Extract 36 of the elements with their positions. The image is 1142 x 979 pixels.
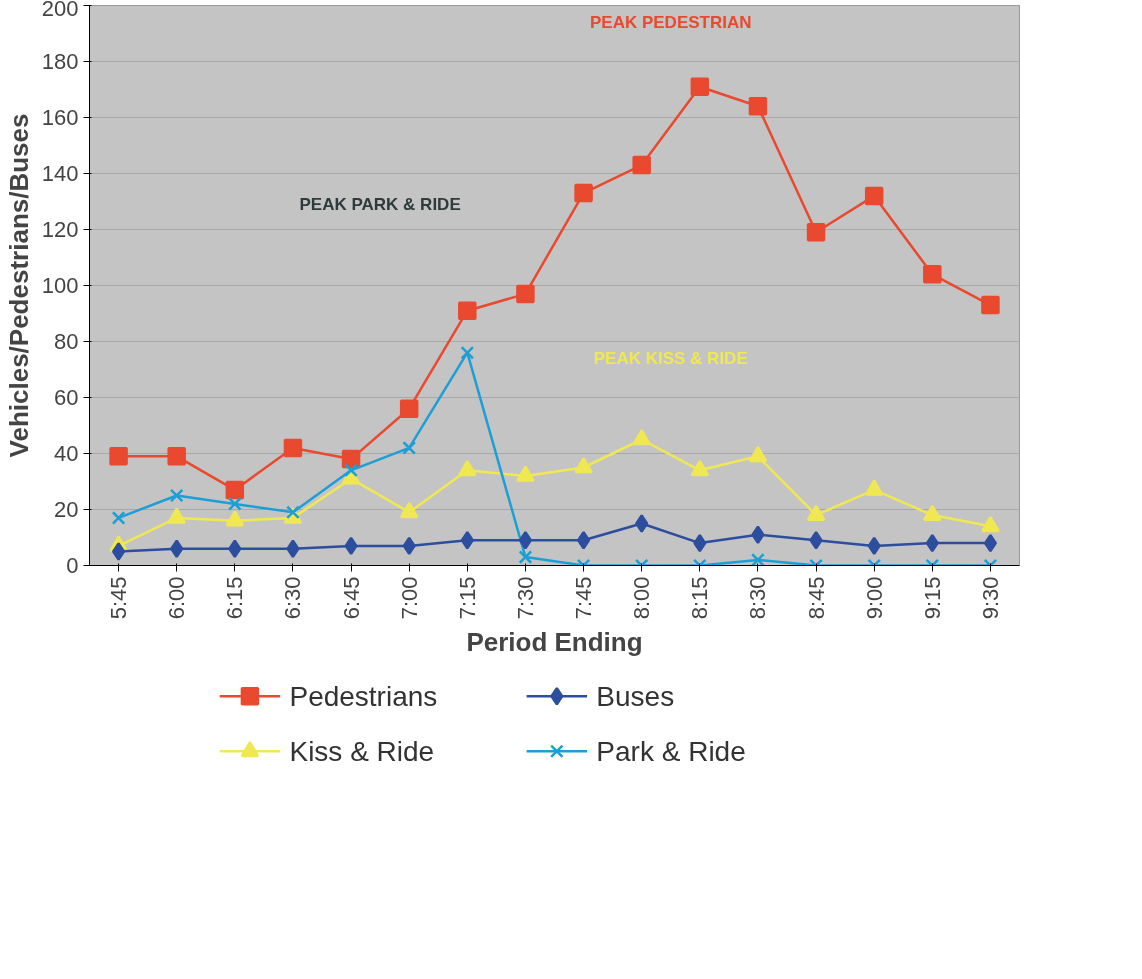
x-tick-label: 9:00 — [861, 576, 887, 620]
legend-label: Buses — [596, 680, 675, 712]
x-tick-label: 9:30 — [977, 576, 1003, 620]
y-tick-label: 200 — [41, 0, 79, 21]
y-tick-label: 60 — [54, 385, 79, 410]
y-tick-label: 100 — [41, 273, 79, 298]
x-tick-label: 6:15 — [222, 576, 248, 620]
annotation: PEAK PARK & RIDE — [299, 194, 461, 214]
x-tick-label: 6:30 — [280, 576, 306, 620]
y-tick-label: 180 — [41, 49, 79, 74]
x-tick-label: 7:15 — [454, 576, 480, 620]
x-tick-label: 9:15 — [919, 576, 945, 620]
x-tick-label: 7:45 — [571, 576, 597, 620]
annotation: PEAK KISS & RIDE — [593, 348, 748, 368]
x-tick-label: 8:00 — [629, 576, 655, 620]
x-axis-title: Period Ending — [466, 627, 643, 658]
annotation: PEAK PEDESTRIAN — [589, 12, 752, 32]
legend-label: Kiss & Ride — [289, 735, 435, 767]
x-tick-label: 8:30 — [745, 576, 771, 620]
legend-label: Park & Ride — [596, 735, 746, 767]
y-tick-label: 120 — [41, 217, 79, 242]
y-tick-label: 140 — [41, 161, 79, 186]
y-axis-title: Vehicles/Pedestrians/Buses — [3, 113, 34, 458]
y-tick-label: 160 — [41, 105, 79, 130]
y-tick-label: 0 — [66, 553, 79, 578]
x-tick-label: 6:45 — [338, 576, 364, 620]
x-tick-label: 8:15 — [687, 576, 713, 620]
x-tick-label: 8:45 — [803, 576, 829, 620]
y-tick-label: 20 — [54, 497, 79, 522]
x-tick-label: 5:45 — [106, 576, 132, 620]
y-tick-label: 40 — [54, 441, 79, 466]
legend-label: Pedestrians — [289, 680, 438, 712]
x-tick-label: 7:30 — [512, 576, 538, 620]
y-tick-label: 80 — [54, 329, 79, 354]
x-tick-label: 7:00 — [396, 576, 422, 620]
x-tick-label: 6:00 — [164, 576, 190, 620]
